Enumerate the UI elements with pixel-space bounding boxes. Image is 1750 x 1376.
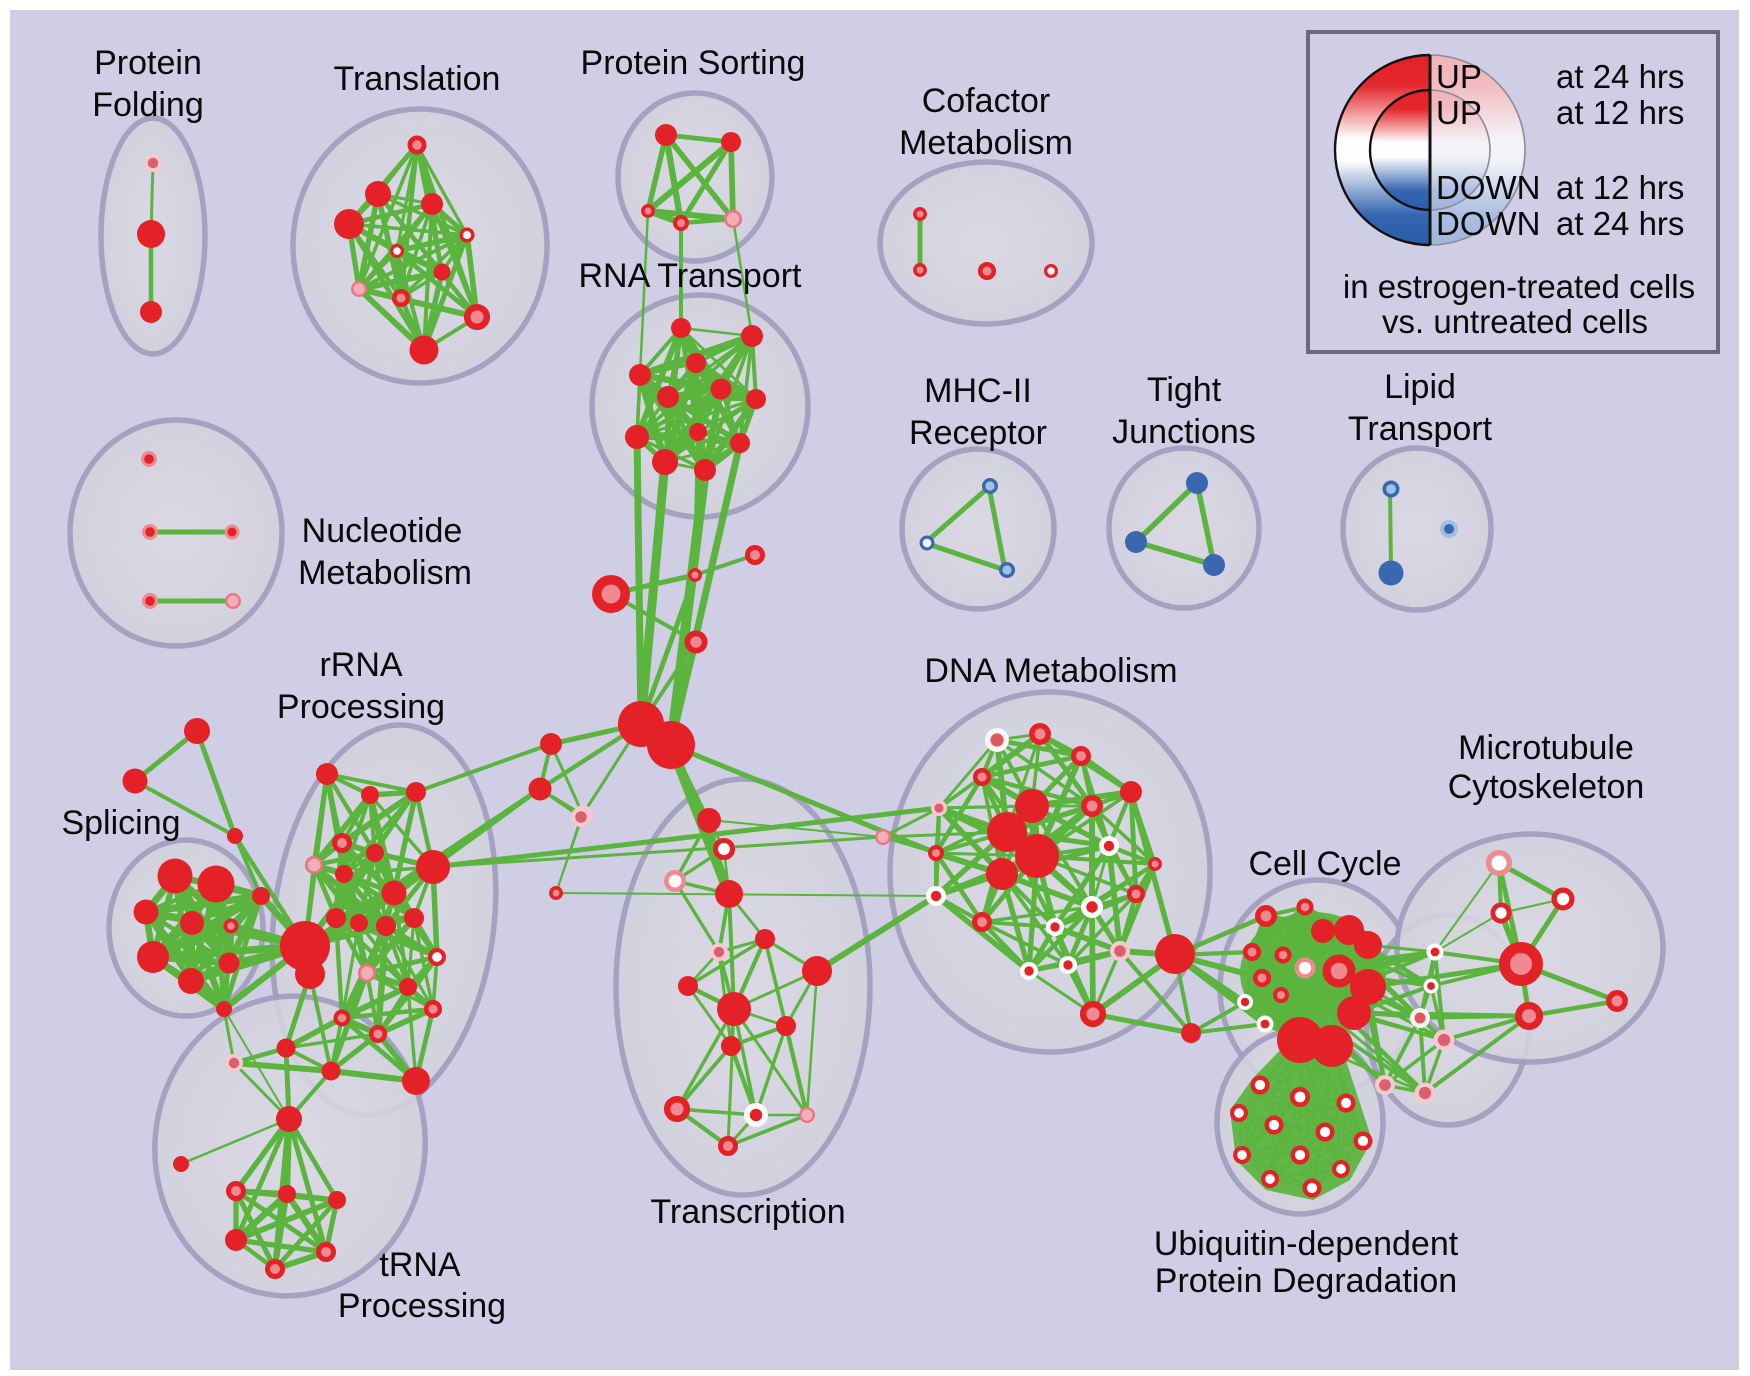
svg-text:Cytoskeleton: Cytoskeleton	[1448, 768, 1645, 806]
svg-text:Cell Cycle: Cell Cycle	[1248, 845, 1401, 883]
svg-text:DOWN: DOWN	[1436, 169, 1540, 206]
svg-text:Processing: Processing	[338, 1287, 506, 1325]
svg-text:at 24 hrs: at 24 hrs	[1556, 58, 1684, 95]
svg-text:DOWN: DOWN	[1436, 205, 1540, 242]
svg-text:Microtubule: Microtubule	[1458, 729, 1634, 767]
svg-text:Junctions: Junctions	[1112, 413, 1256, 451]
svg-text:Processing: Processing	[277, 688, 445, 726]
svg-text:at 12 hrs: at 12 hrs	[1556, 94, 1684, 131]
svg-text:Transport: Transport	[1348, 410, 1493, 448]
svg-text:Transcription: Transcription	[650, 1193, 845, 1231]
svg-text:Protein: Protein	[94, 44, 202, 82]
svg-text:vs. untreated cells: vs. untreated cells	[1382, 303, 1648, 340]
svg-text:Translation: Translation	[334, 60, 501, 98]
svg-text:Folding: Folding	[92, 86, 204, 124]
svg-text:UP: UP	[1436, 58, 1482, 95]
svg-text:RNA Transport: RNA Transport	[579, 257, 803, 295]
svg-text:tRNA: tRNA	[379, 1246, 461, 1284]
svg-text:Ubiquitin-dependent: Ubiquitin-dependent	[1154, 1225, 1459, 1263]
svg-text:MHC-II: MHC-II	[924, 372, 1032, 410]
svg-text:Receptor: Receptor	[909, 414, 1047, 452]
svg-text:at 24 hrs: at 24 hrs	[1556, 205, 1684, 242]
svg-text:Metabolism: Metabolism	[298, 554, 472, 592]
svg-text:UP: UP	[1436, 94, 1482, 131]
svg-text:Metabolism: Metabolism	[899, 124, 1073, 162]
svg-text:Protein Sorting: Protein Sorting	[581, 44, 806, 82]
svg-text:Cofactor: Cofactor	[922, 82, 1051, 120]
svg-text:in estrogen-treated cells: in estrogen-treated cells	[1343, 268, 1695, 305]
svg-text:at 12 hrs: at 12 hrs	[1556, 169, 1684, 206]
svg-text:Lipid: Lipid	[1384, 368, 1456, 406]
svg-text:Nucleotide: Nucleotide	[302, 512, 463, 550]
svg-text:Tight: Tight	[1147, 371, 1222, 409]
svg-text:Splicing: Splicing	[61, 804, 180, 842]
svg-text:rRNA: rRNA	[319, 646, 402, 684]
svg-text:DNA Metabolism: DNA Metabolism	[924, 652, 1177, 690]
svg-text:Protein Degradation: Protein Degradation	[1155, 1262, 1457, 1300]
